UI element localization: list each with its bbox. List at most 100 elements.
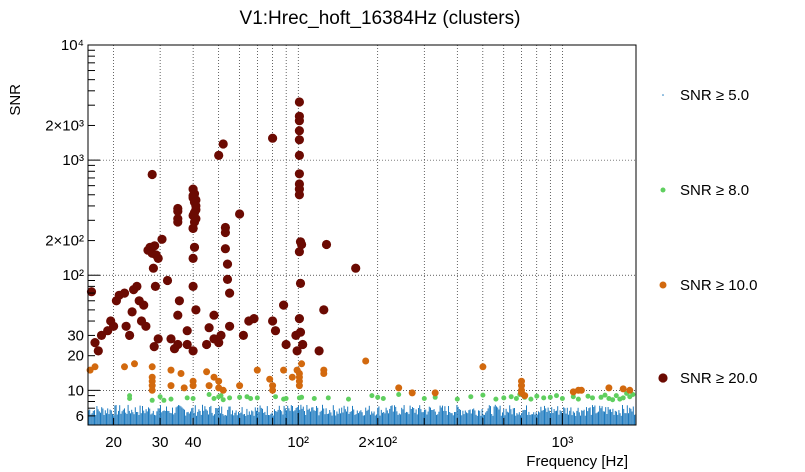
band-mark bbox=[328, 413, 329, 425]
series-1-point bbox=[220, 397, 226, 403]
band-mark bbox=[182, 408, 184, 425]
band-mark bbox=[302, 406, 304, 425]
band-mark bbox=[144, 413, 146, 425]
series-1-point bbox=[346, 396, 351, 402]
band-mark bbox=[202, 404, 203, 425]
band-mark bbox=[355, 414, 357, 425]
band-mark bbox=[566, 407, 568, 425]
x-tick-label: 30 bbox=[152, 434, 169, 451]
band-mark bbox=[450, 413, 452, 425]
band-mark bbox=[344, 409, 346, 425]
band-mark bbox=[626, 405, 628, 425]
band-mark bbox=[232, 410, 233, 425]
series-3-point bbox=[220, 244, 230, 254]
data-points bbox=[86, 97, 636, 403]
band-mark bbox=[270, 413, 272, 425]
band-mark bbox=[138, 415, 140, 425]
band-mark bbox=[126, 414, 128, 425]
band-mark bbox=[341, 407, 343, 425]
band-mark bbox=[173, 414, 175, 425]
series-3-point bbox=[132, 281, 142, 291]
band-mark bbox=[618, 410, 620, 425]
series-2-point bbox=[395, 384, 403, 392]
band-mark bbox=[91, 413, 93, 425]
band-mark bbox=[301, 408, 303, 425]
band-mark bbox=[451, 413, 453, 425]
series-2-point bbox=[253, 366, 261, 374]
band-mark bbox=[313, 410, 315, 425]
band-mark bbox=[574, 412, 575, 425]
series-2-point bbox=[219, 386, 227, 394]
band-mark bbox=[538, 411, 539, 425]
band-mark bbox=[149, 408, 151, 425]
band-mark bbox=[196, 415, 197, 425]
x-tick-label: 2×10² bbox=[358, 434, 397, 451]
band-mark bbox=[516, 413, 518, 425]
band-mark bbox=[252, 411, 254, 425]
series-2-point bbox=[269, 386, 277, 394]
band-mark bbox=[457, 406, 459, 425]
y-tick-label: 10⁴ bbox=[61, 37, 84, 54]
band-mark bbox=[419, 405, 421, 425]
band-mark bbox=[192, 407, 194, 425]
series-3-point bbox=[127, 307, 137, 317]
band-mark bbox=[214, 414, 215, 425]
band-mark bbox=[463, 414, 465, 425]
band-mark bbox=[601, 406, 603, 425]
series-3-point bbox=[294, 97, 304, 107]
series-3-point bbox=[294, 190, 304, 200]
band-mark bbox=[598, 411, 599, 425]
band-mark bbox=[568, 414, 569, 425]
band-mark bbox=[137, 412, 139, 425]
band-mark bbox=[241, 407, 243, 425]
band-mark bbox=[400, 414, 401, 425]
series-1-point bbox=[248, 396, 254, 401]
series-3-point bbox=[188, 281, 198, 291]
band-mark bbox=[340, 413, 341, 425]
band-mark bbox=[179, 405, 181, 425]
band-mark bbox=[380, 409, 382, 425]
series-3-point bbox=[90, 338, 100, 348]
series-1-point bbox=[299, 394, 305, 400]
series-1-point bbox=[380, 396, 386, 401]
band-mark bbox=[258, 412, 260, 425]
band-mark bbox=[263, 412, 265, 425]
band-mark bbox=[458, 409, 460, 425]
series-3-point bbox=[202, 339, 212, 350]
legend-label: SNR ≥ 20.0 bbox=[680, 370, 757, 387]
band-mark bbox=[216, 408, 218, 425]
band-mark bbox=[426, 414, 428, 425]
band-mark bbox=[349, 412, 351, 425]
band-mark bbox=[499, 405, 501, 425]
band-mark bbox=[385, 407, 387, 425]
band-mark bbox=[542, 410, 544, 425]
band-mark bbox=[212, 415, 214, 425]
legend-label: SNR ≥ 8.0 bbox=[680, 182, 749, 199]
series-1-point bbox=[570, 394, 576, 400]
band-mark bbox=[300, 404, 302, 425]
band-mark bbox=[492, 415, 494, 425]
series-3-point bbox=[166, 334, 176, 344]
band-mark bbox=[587, 411, 589, 425]
band-mark bbox=[288, 408, 290, 425]
band-mark bbox=[160, 405, 161, 425]
band-mark bbox=[272, 415, 274, 425]
series-1-point bbox=[375, 394, 381, 400]
band-mark bbox=[590, 414, 592, 425]
band-mark bbox=[557, 406, 559, 425]
band-mark bbox=[544, 405, 545, 425]
band-mark bbox=[242, 414, 244, 425]
band-mark bbox=[360, 410, 362, 425]
series-2-point bbox=[577, 386, 585, 394]
series-1-point bbox=[598, 394, 604, 400]
band-mark bbox=[524, 410, 526, 425]
series-1-point bbox=[157, 394, 163, 400]
band-mark bbox=[416, 414, 418, 425]
band-mark bbox=[623, 408, 625, 425]
series-2-point bbox=[189, 382, 197, 390]
band-mark bbox=[404, 412, 406, 425]
band-mark bbox=[175, 407, 177, 425]
band-mark bbox=[282, 414, 284, 425]
band-mark bbox=[376, 414, 377, 425]
